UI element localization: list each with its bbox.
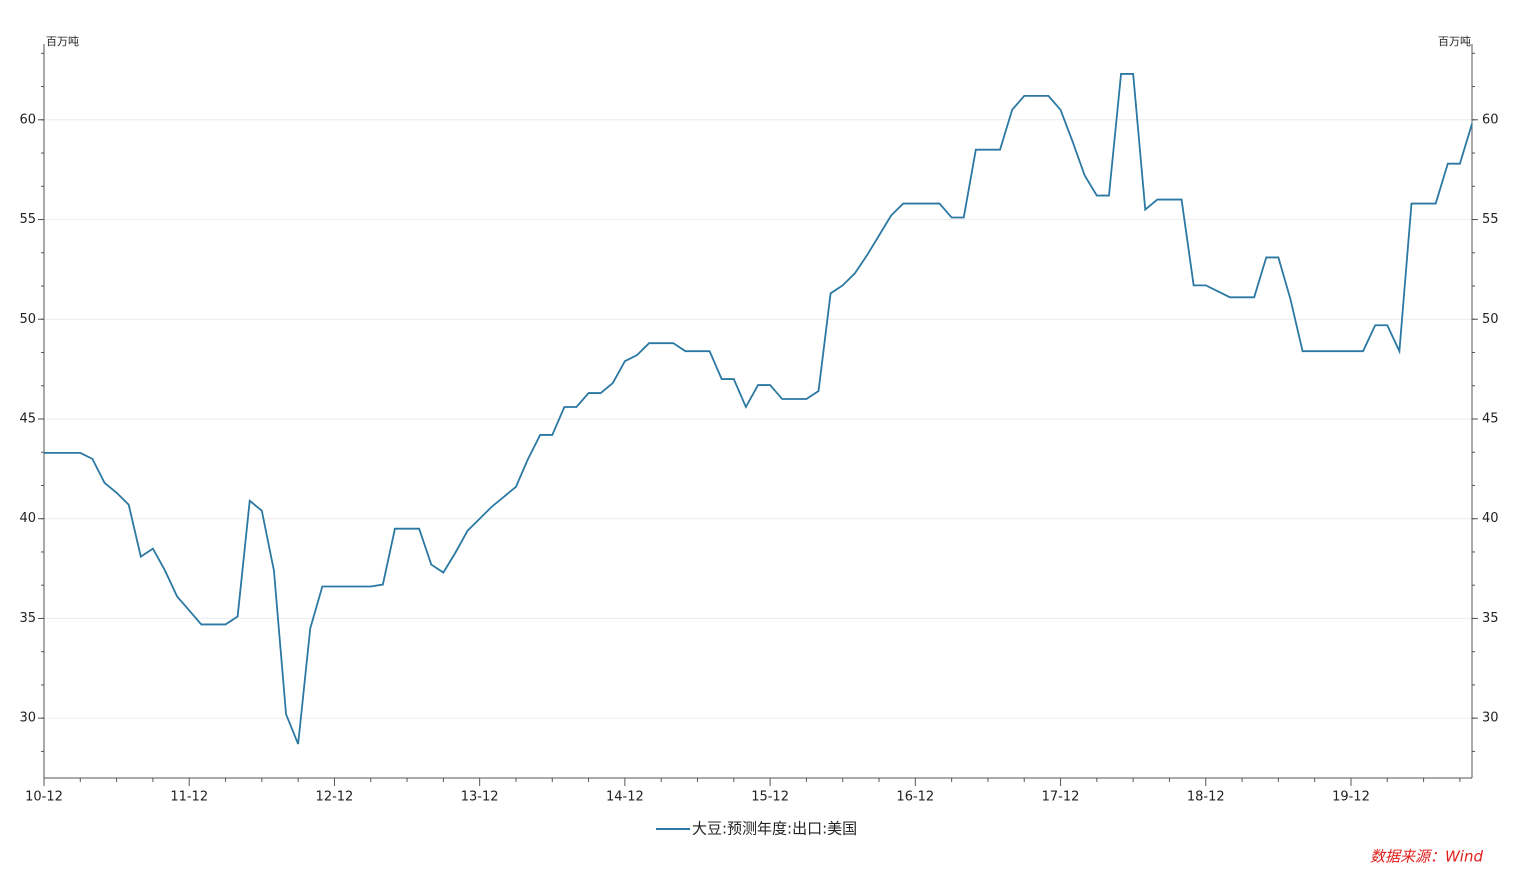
x-tick-label: 16-12 (896, 790, 934, 805)
x-tick-label: 15-12 (751, 790, 789, 805)
y-tick-label: 40 (19, 511, 36, 526)
y-axis-label: 百万吨 (46, 35, 79, 48)
y2-tick-label: 55 (1482, 212, 1499, 227)
y2-tick-label: 40 (1482, 511, 1499, 526)
data-line (44, 73, 1473, 745)
x-tick-label: 12-12 (316, 790, 354, 805)
x-tick-label: 13-12 (461, 790, 499, 805)
x-tick-label: 14-12 (606, 790, 644, 805)
y-tick-label: 55 (19, 212, 36, 227)
y2-tick-label: 50 (1482, 312, 1499, 327)
x-tick-label: 17-12 (1042, 790, 1080, 805)
x-tick-label: 10-12 (25, 790, 63, 805)
x-tick-label: 19-12 (1332, 790, 1370, 805)
y-tick-label: 60 (19, 112, 36, 127)
y2-tick-label: 60 (1482, 112, 1499, 127)
y-tick-label: 30 (19, 711, 36, 726)
y-tick-label: 35 (19, 611, 36, 626)
x-tick-label: 18-12 (1187, 790, 1225, 805)
y2-tick-label: 30 (1482, 711, 1499, 726)
y-tick-label: 50 (19, 312, 36, 327)
x-tick-label: 11-12 (170, 790, 208, 805)
y2-tick-label: 45 (1482, 411, 1499, 426)
source-note: 数据来源：Wind (1370, 848, 1484, 866)
legend-label: 大豆:预测年度:出口:美国 (692, 820, 857, 838)
y2-tick-label: 35 (1482, 611, 1499, 626)
y-tick-label: 45 (19, 411, 36, 426)
y2-axis-label: 百万吨 (1438, 35, 1471, 48)
